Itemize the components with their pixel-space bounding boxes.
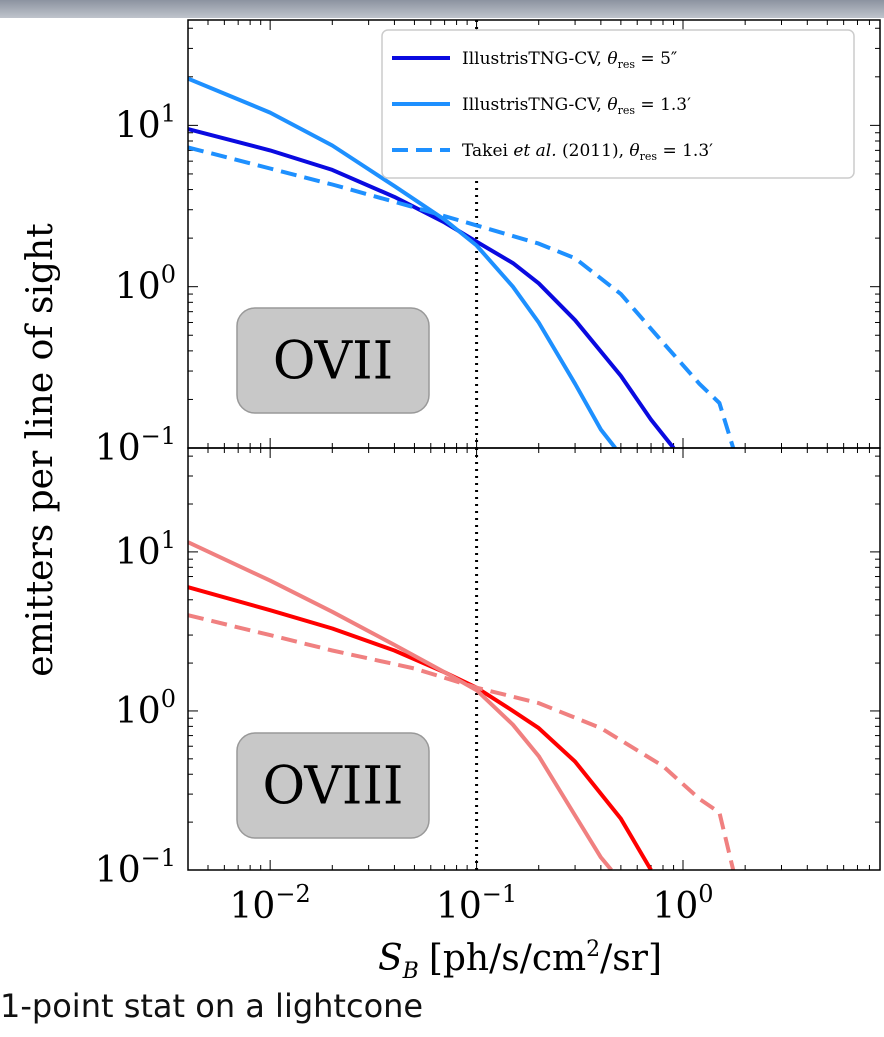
- ion-badge-label: OVII: [273, 332, 393, 392]
- panel-bottom: 101 100 10−1 10−2 10−1 100 OVIII: [95, 447, 881, 927]
- series-line-1: [188, 127, 676, 448]
- y-tick-label: 100: [115, 685, 176, 732]
- plot-frame: [187, 447, 881, 871]
- legend-entry: Takei et al. (2011), θres = 1.3′: [462, 141, 713, 163]
- ion-badge: [236, 732, 430, 839]
- y-tick-label: 101: [115, 526, 176, 573]
- x-tick-label: 100: [652, 880, 713, 927]
- y-tick-label: 10−1: [95, 422, 176, 469]
- x-tick-label: 10−1: [436, 880, 517, 927]
- series-line-2: [188, 76, 617, 448]
- window-top-bar: [0, 0, 884, 18]
- x-tick-label: 10−2: [230, 880, 311, 927]
- ion-badge-label: OVIII: [263, 757, 404, 817]
- legend-entry: IllustrisTNG-CV, θres = 5″: [462, 49, 677, 71]
- x-axis-label: SB [ph/s/cm2/sr]: [378, 937, 662, 984]
- y-axis-label: emitters per line of sight: [20, 223, 61, 677]
- series-line-3: [188, 145, 736, 448]
- legend-box: [381, 29, 855, 179]
- ion-badge: [236, 307, 430, 414]
- slide-caption: 1-point stat on a lightcone: [0, 987, 424, 1025]
- legend-entry: IllustrisTNG-CV, θres = 1.3′: [462, 95, 691, 117]
- y-tick-label: 100: [115, 261, 176, 308]
- panel-top: 101 100 10−1 OVII IllustrisTNG-CV, θres = 5″…: [95, 19, 881, 469]
- series-line-3: [188, 613, 736, 870]
- series-line-2: [188, 540, 613, 870]
- y-tick-label: 101: [115, 99, 176, 146]
- y-tick-label: 10−1: [95, 844, 176, 891]
- legend: IllustrisTNG-CV, θres = 5″ IllustrisTNG-C…: [381, 29, 855, 179]
